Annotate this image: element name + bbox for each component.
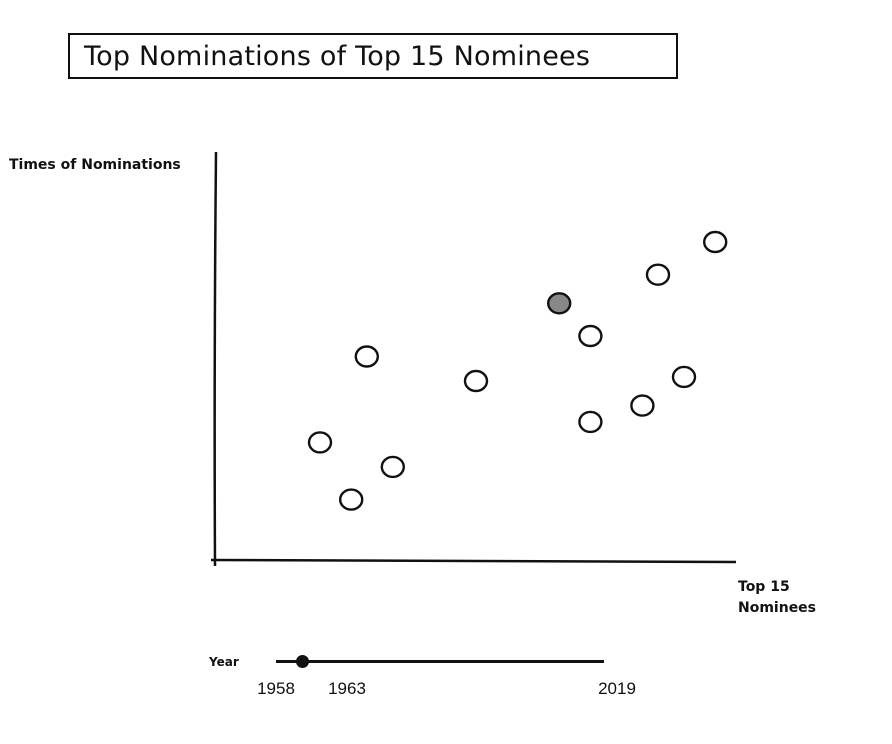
year-max-label: 2019 [598,679,636,698]
y-axis-label: Times of Nominations [9,157,181,173]
year-slider-label: Year [209,655,239,669]
data-point-1[interactable] [339,488,364,511]
x-axis-label: Top 15 Nominees [738,579,817,616]
data-point-3[interactable] [380,455,405,479]
data-point-8[interactable] [630,394,655,417]
year-value-label: 1963 [328,679,366,698]
data-point-7[interactable] [578,410,603,434]
data-point-10[interactable] [671,365,697,389]
chart-title: Top Nominations of Top 15 Nominees [68,33,678,79]
data-point-2[interactable] [354,345,379,368]
data-point-9[interactable] [645,263,671,286]
data-point-6[interactable] [578,324,603,348]
year-min-label: 1958 [257,679,295,698]
points-layer [307,230,728,511]
year-slider-thumb[interactable] [296,655,310,668]
data-point-0[interactable] [307,431,333,454]
year-slider-track[interactable] [276,660,604,663]
data-point-4[interactable] [463,369,489,393]
data-point-highlighted[interactable] [547,292,572,315]
x-axis-line [210,558,737,564]
y-axis-line [213,151,218,567]
data-point-11[interactable] [703,230,728,254]
